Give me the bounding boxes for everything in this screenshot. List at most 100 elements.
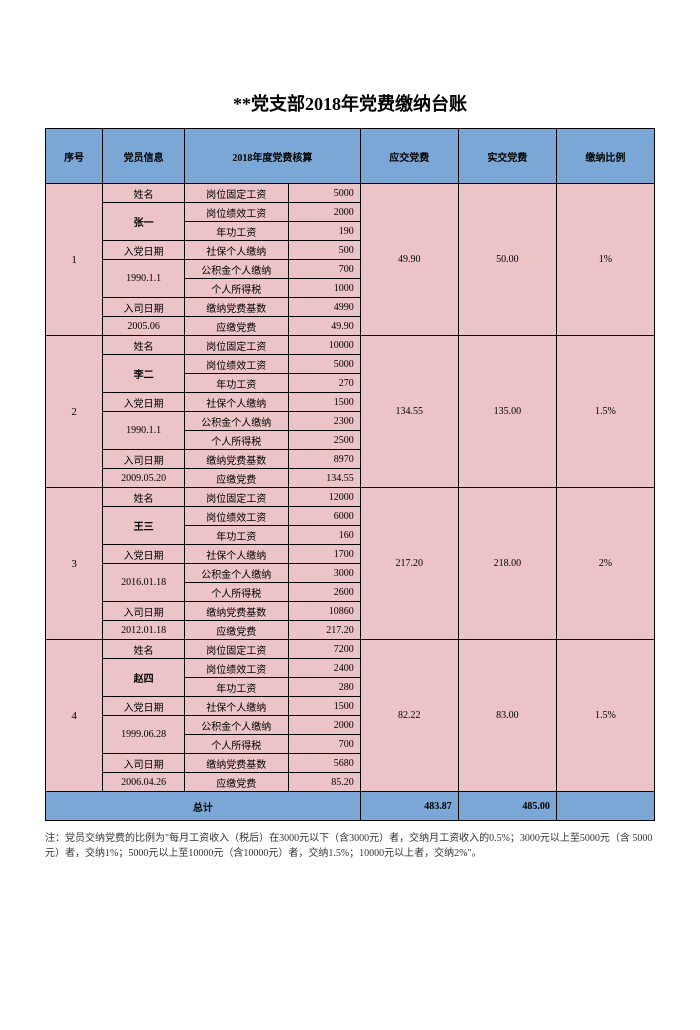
page-title: **党支部2018年党费缴纳台账 [45, 90, 655, 116]
th-calc: 2018年度党费核算 [185, 129, 361, 184]
calc-label: 公积金个人缴纳 [185, 412, 288, 431]
calc-label: 公积金个人缴纳 [185, 260, 288, 279]
table-row: 3姓名岗位固定工资12000217.20218.002% [46, 488, 655, 507]
calc-value: 5680 [288, 754, 360, 773]
info-cell: 1990.1.1 [103, 260, 185, 298]
calc-value: 1000 [288, 279, 360, 298]
calc-value: 217.20 [288, 621, 360, 640]
info-label: 姓名 [103, 640, 185, 659]
info-cell: 2016.01.18 [103, 564, 185, 602]
info-cell: 入党日期 [103, 545, 185, 564]
info-cell: 入司日期 [103, 450, 185, 469]
calc-value: 5000 [288, 355, 360, 374]
th-due: 应交党费 [360, 129, 458, 184]
calc-value: 160 [288, 526, 360, 545]
table-row: 4姓名岗位固定工资720082.2283.001.5% [46, 640, 655, 659]
calc-label: 公积金个人缴纳 [185, 564, 288, 583]
info-cell: 2012.01.18 [103, 621, 185, 640]
calc-value: 2600 [288, 583, 360, 602]
calc-value: 3000 [288, 564, 360, 583]
calc-value: 49.90 [288, 317, 360, 336]
rate-cell: 1.5% [556, 336, 654, 488]
calc-value: 270 [288, 374, 360, 393]
table-row: 2姓名岗位固定工资10000134.55135.001.5% [46, 336, 655, 355]
info-label: 姓名 [103, 184, 185, 203]
due-cell: 217.20 [360, 488, 458, 640]
calc-value: 2300 [288, 412, 360, 431]
calc-value: 2500 [288, 431, 360, 450]
calc-label: 年功工资 [185, 526, 288, 545]
calc-label: 个人所得税 [185, 431, 288, 450]
total-row: 总计483.87485.00 [46, 792, 655, 821]
calc-value: 85.20 [288, 773, 360, 792]
total-paid: 485.00 [458, 792, 556, 821]
calc-label: 应缴党费 [185, 773, 288, 792]
calc-label: 缴纳党费基数 [185, 450, 288, 469]
calc-label: 岗位绩效工资 [185, 507, 288, 526]
calc-value: 700 [288, 735, 360, 754]
calc-value: 10000 [288, 336, 360, 355]
info-cell: 入党日期 [103, 697, 185, 716]
calc-label: 缴纳党费基数 [185, 602, 288, 621]
calc-value: 7200 [288, 640, 360, 659]
th-seq: 序号 [46, 129, 103, 184]
calc-label: 岗位绩效工资 [185, 355, 288, 374]
info-cell: 2005.06 [103, 317, 185, 336]
calc-value: 2400 [288, 659, 360, 678]
table-row: 1姓名岗位固定工资500049.9050.001% [46, 184, 655, 203]
info-cell: 王三 [103, 507, 185, 545]
th-paid: 实交党费 [458, 129, 556, 184]
fee-table: 序号 党员信息 2018年度党费核算 应交党费 实交党费 缴纳比例 1姓名岗位固… [45, 128, 655, 821]
calc-label: 岗位固定工资 [185, 488, 288, 507]
info-cell: 李二 [103, 355, 185, 393]
calc-label: 社保个人缴纳 [185, 545, 288, 564]
calc-value: 10860 [288, 602, 360, 621]
info-label: 姓名 [103, 336, 185, 355]
info-cell: 2006.04.26 [103, 773, 185, 792]
calc-value: 6000 [288, 507, 360, 526]
calc-value: 1700 [288, 545, 360, 564]
header-row: 序号 党员信息 2018年度党费核算 应交党费 实交党费 缴纳比例 [46, 129, 655, 184]
seq-cell: 1 [46, 184, 103, 336]
calc-label: 年功工资 [185, 374, 288, 393]
info-cell: 1990.1.1 [103, 412, 185, 450]
info-cell: 入司日期 [103, 754, 185, 773]
calc-label: 公积金个人缴纳 [185, 716, 288, 735]
calc-label: 社保个人缴纳 [185, 393, 288, 412]
info-cell: 入司日期 [103, 298, 185, 317]
info-cell: 入司日期 [103, 602, 185, 621]
rate-cell: 2% [556, 488, 654, 640]
due-cell: 82.22 [360, 640, 458, 792]
info-cell: 入党日期 [103, 393, 185, 412]
th-info: 党员信息 [103, 129, 185, 184]
calc-label: 社保个人缴纳 [185, 697, 288, 716]
seq-cell: 2 [46, 336, 103, 488]
calc-value: 1500 [288, 393, 360, 412]
due-cell: 49.90 [360, 184, 458, 336]
rate-cell: 1% [556, 184, 654, 336]
info-cell: 入党日期 [103, 241, 185, 260]
info-cell: 1999.06.28 [103, 716, 185, 754]
calc-value: 280 [288, 678, 360, 697]
calc-value: 1500 [288, 697, 360, 716]
calc-label: 岗位固定工资 [185, 184, 288, 203]
due-cell: 134.55 [360, 336, 458, 488]
calc-label: 缴纳党费基数 [185, 298, 288, 317]
calc-value: 4990 [288, 298, 360, 317]
calc-value: 190 [288, 222, 360, 241]
calc-label: 岗位固定工资 [185, 336, 288, 355]
paid-cell: 218.00 [458, 488, 556, 640]
calc-label: 应缴党费 [185, 317, 288, 336]
info-cell: 2009.05.20 [103, 469, 185, 488]
paid-cell: 50.00 [458, 184, 556, 336]
calc-label: 缴纳党费基数 [185, 754, 288, 773]
calc-label: 个人所得税 [185, 279, 288, 298]
calc-value: 8970 [288, 450, 360, 469]
paid-cell: 135.00 [458, 336, 556, 488]
info-label: 姓名 [103, 488, 185, 507]
calc-label: 岗位固定工资 [185, 640, 288, 659]
calc-label: 个人所得税 [185, 583, 288, 602]
calc-label: 社保个人缴纳 [185, 241, 288, 260]
calc-label: 应缴党费 [185, 621, 288, 640]
calc-value: 12000 [288, 488, 360, 507]
